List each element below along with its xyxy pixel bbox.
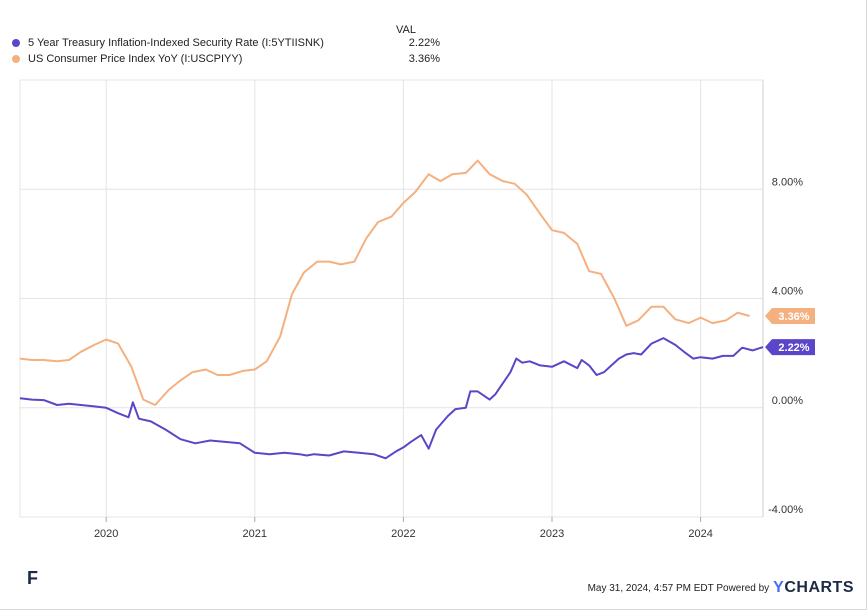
flag-shape (765, 339, 815, 356)
x-tick-label: 2021 (243, 528, 267, 540)
legend-marker-icon (12, 55, 20, 63)
y-tick-label: -4.00% (768, 504, 803, 516)
last-value-flag-tips: 2.22% (765, 339, 815, 356)
y-tick-label: 4.00% (772, 286, 803, 298)
legend-item-cpi[interactable]: US Consumer Price Index YoY (I:USCPIYY) … (12, 52, 440, 66)
brand-y: Y (773, 579, 785, 596)
legend-item-tips[interactable]: 5 Year Treasury Inflation-Indexed Securi… (12, 36, 440, 50)
flag-shape (765, 307, 815, 324)
x-tick-label: 2022 (391, 528, 415, 540)
last-value-flag-cpi: 3.36% (765, 307, 815, 324)
x-tick-label: 2023 (540, 528, 564, 540)
flag-label: 2.22% (778, 342, 809, 354)
brand-rest: CHARTS (784, 579, 854, 596)
ycharts-logo-icon: F (27, 568, 38, 588)
footer-attribution: May 31, 2024, 4:57 PM EDT Powered by YCH… (588, 579, 854, 597)
legend-label: 5 Year Treasury Inflation-Indexed Securi… (28, 37, 324, 49)
series-line-tips (19, 337, 764, 460)
footer-timestamp: May 31, 2024, 4:57 PM EDT Powered by (587, 582, 770, 594)
legend-header: VAL (396, 24, 416, 36)
x-tick-label: 2020 (94, 528, 118, 540)
legend-value: 3.36% (408, 53, 440, 65)
x-tick-label: 2024 (688, 528, 712, 540)
legend-value: 2.22% (408, 37, 440, 49)
series-line-cpi (19, 159, 750, 406)
y-tick-label: 8.00% (772, 176, 803, 188)
ycharts-brand[interactable]: YCHARTS (773, 579, 854, 597)
legend-marker-icon (12, 39, 20, 47)
y-tick-label: 0.00% (772, 395, 803, 407)
legend-label: US Consumer Price Index YoY (I:USCPIYY) (28, 53, 243, 65)
flag-label: 3.36% (778, 311, 809, 323)
